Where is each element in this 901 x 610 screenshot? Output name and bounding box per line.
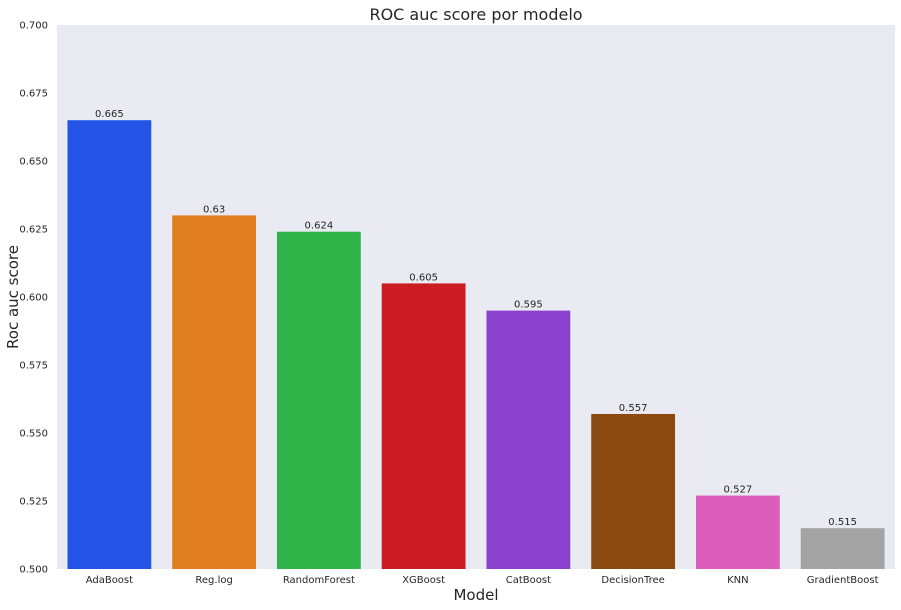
x-tick-label: Reg.log (195, 575, 232, 586)
bar-catboost (486, 310, 571, 569)
bar-adaboost (67, 120, 152, 569)
y-tick-label: 0.575 (19, 361, 48, 372)
x-tick-label: DecisionTree (601, 575, 664, 586)
y-tick-label: 0.550 (19, 429, 48, 440)
y-tick-label: 0.525 (19, 497, 48, 508)
x-tick-label: XGBoost (402, 575, 445, 586)
data-label: 0.595 (514, 300, 543, 311)
y-tick-label: 0.700 (19, 21, 48, 32)
y-tick-label: 0.650 (19, 157, 48, 168)
x-axis-label: Model (453, 586, 498, 604)
x-axis-ticks: AdaBoost Reg.log RandomForest XGBoost CatBoo… (86, 575, 879, 586)
x-tick-label: KNN (727, 575, 749, 586)
x-tick-label: GradientBoost (807, 575, 879, 586)
bar-knn (695, 495, 780, 569)
bars-layer (67, 120, 885, 569)
data-label: 0.665 (95, 109, 124, 120)
bar-gradientboost (800, 528, 885, 569)
bar-randomforest (276, 231, 361, 569)
data-label: 0.557 (619, 403, 648, 414)
y-axis-ticks: 0.500 0.525 0.550 0.575 0.600 0.625 0.650 0.675… (19, 21, 48, 576)
y-axis-label: Roc auc score (4, 245, 22, 349)
x-tick-label: RandomForest (283, 575, 355, 586)
y-tick-label: 0.500 (19, 565, 48, 576)
bar-reg-log (172, 215, 257, 569)
data-label: 0.605 (409, 272, 438, 283)
y-tick-label: 0.625 (19, 225, 48, 236)
data-label: 0.624 (305, 221, 334, 232)
data-label: 0.527 (724, 485, 753, 496)
x-tick-label: AdaBoost (86, 575, 133, 586)
data-label: 0.63 (203, 204, 225, 215)
y-tick-label: 0.675 (19, 89, 48, 100)
y-tick-label: 0.600 (19, 293, 48, 304)
bar-decisiontree (591, 413, 676, 569)
chart-title: ROC auc score por modelo (369, 5, 582, 24)
data-label: 0.515 (828, 517, 857, 528)
x-tick-label: CatBoost (506, 575, 551, 586)
bar-xgboost (381, 283, 466, 569)
data-labels-layer: 0.665 0.63 0.624 0.605 0.595 0.557 0.527 0.515 (95, 109, 857, 528)
